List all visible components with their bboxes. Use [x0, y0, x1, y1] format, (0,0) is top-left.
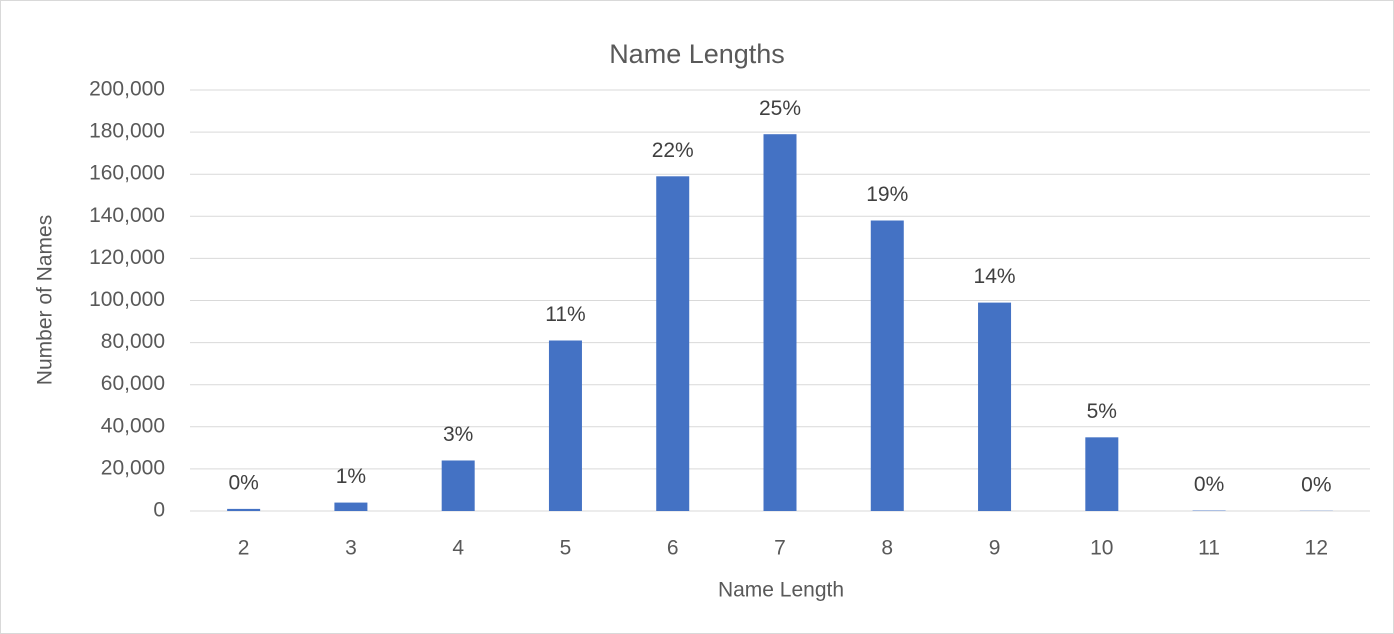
y-tick-label: 80,000 [101, 330, 165, 353]
x-tick-label: 11 [1198, 537, 1220, 560]
bar [227, 508, 261, 511]
x-tick-label: 7 [774, 537, 786, 560]
y-tick-label: 200,000 [89, 78, 165, 101]
x-tick-label: 9 [989, 537, 1001, 560]
x-tick-label: 3 [345, 537, 357, 560]
data-label: 19% [866, 183, 908, 206]
bar [763, 134, 797, 511]
data-label: 3% [443, 423, 473, 446]
y-tick-label: 20,000 [101, 456, 165, 479]
y-tick-label: 40,000 [101, 414, 165, 437]
y-tick-label: 160,000 [89, 162, 165, 185]
bar [441, 460, 475, 511]
y-tick-label: 120,000 [89, 246, 165, 269]
data-label: 5% [1087, 400, 1117, 423]
y-tick-label: 100,000 [89, 288, 165, 311]
bar [334, 502, 368, 511]
data-label: 22% [652, 139, 694, 162]
x-tick-label: 6 [667, 537, 679, 560]
x-tick-label: 12 [1305, 537, 1328, 560]
y-tick-label: 140,000 [89, 204, 165, 227]
y-tick-label: 180,000 [89, 120, 165, 143]
bar [978, 302, 1012, 511]
x-tick-label: 10 [1090, 537, 1113, 560]
chart-title: Name Lengths [609, 39, 785, 69]
y-tick-label: 60,000 [101, 372, 165, 395]
data-label: 11% [545, 303, 585, 326]
x-tick-label: 2 [238, 537, 250, 560]
data-label: 0% [1194, 473, 1224, 496]
x-tick-label: 5 [560, 537, 572, 560]
data-label: 0% [1301, 473, 1331, 496]
x-tick-label: 4 [452, 537, 464, 560]
x-tick-label: 8 [881, 537, 893, 560]
data-label: 0% [228, 471, 258, 494]
bar [548, 340, 582, 511]
data-label: 14% [974, 265, 1016, 288]
x-axis-title: Name Length [718, 579, 844, 602]
data-label: 25% [759, 97, 801, 120]
y-axis-title: Number of Names [34, 215, 57, 385]
bar [656, 176, 690, 511]
data-label: 1% [336, 465, 366, 488]
bar [1085, 437, 1119, 511]
y-tick-label: 0 [153, 499, 165, 522]
bar [870, 220, 904, 511]
